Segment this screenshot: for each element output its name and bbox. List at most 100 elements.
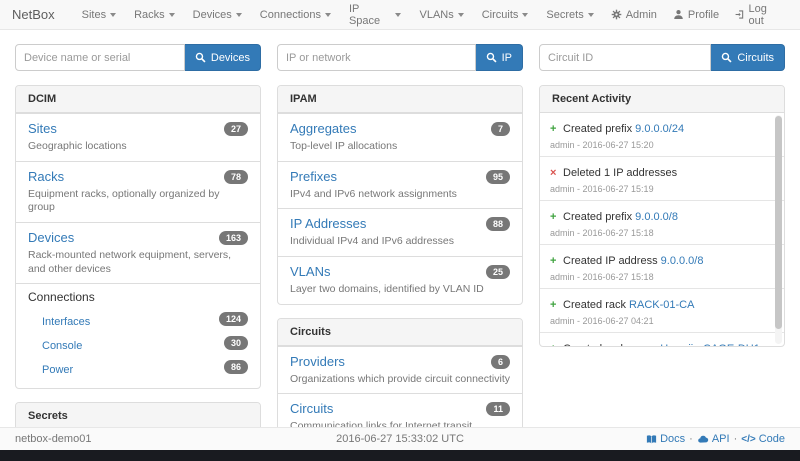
device-search-button[interactable]: Devices [184,44,261,71]
user-icon [674,10,683,19]
top-navbar: NetBox Sites Racks Devices Connections I… [0,0,800,30]
sites-link[interactable]: Sites [28,121,57,136]
activity-meta: admin - 2016-06-27 15:18 [550,272,654,282]
search-icon [486,52,497,63]
ip-search-group: IP [277,44,523,71]
item-description: Rack-mounted network equipment, servers,… [28,248,232,275]
connections-label: Connections [28,290,95,305]
activity-scrollbar[interactable] [775,115,782,344]
list-item: 163 Devices Rack-mounted network equipme… [16,221,260,283]
column-dcim: DCIM 27 Sites Geographic locations 78 Ra… [15,85,261,461]
activity-row: + Created prefix 9.0.0.0/24 admin - 2016-… [540,113,784,156]
brand-logo[interactable]: NetBox [12,7,55,22]
panel-title: Recent Activity [540,86,784,113]
circuit-search-input[interactable] [539,44,712,71]
chevron-down-icon [110,12,117,17]
docs-link[interactable]: Docs [646,433,685,445]
count-badge: 25 [485,264,510,279]
list-item: 95 Prefixes IPv4 and IPv6 network assign… [278,160,522,209]
scrollbar-thumb[interactable] [775,116,782,329]
device-search-input[interactable] [15,44,185,71]
aggregates-link[interactable]: Aggregates [290,121,357,136]
admin-link[interactable]: Admin [611,9,657,21]
panel-title: DCIM [16,86,260,113]
delete-icon: × [550,167,557,179]
prefixes-link[interactable]: Prefixes [290,168,337,184]
device-search-group: Devices [15,44,261,71]
plus-icon: + [550,299,557,311]
count-badge: 86 [223,360,248,375]
search-icon [195,52,206,63]
activity-action: Created rack [563,299,626,311]
interfaces-link[interactable]: Interfaces [42,316,91,329]
racks-link[interactable]: Racks [28,168,65,184]
server-time-label: 2016-06-27 15:33:02 UTC [336,433,464,445]
chevron-down-icon [457,12,464,17]
panel-title: IPAM [278,86,522,113]
ip-search-input[interactable] [277,44,476,71]
nav-ip-space[interactable]: IP Space [349,3,402,27]
activity-action: Created IP address [563,255,658,267]
list-item: 25 VLANs Layer two domains, identified b… [278,255,522,304]
nav-connections[interactable]: Connections [260,9,331,21]
circuits-link[interactable]: Circuits [290,401,334,417]
console-link[interactable]: Console [42,340,83,353]
list-item: 7 Aggregates Top-level IP allocations [278,113,522,161]
book-icon [646,434,657,443]
nav-devices[interactable]: Devices [193,9,242,21]
activity-object-link[interactable]: Hawaii - CAGE-DH1-01 [550,343,763,346]
bottom-bar [0,450,800,461]
activity-action: Deleted 1 IP addresses [563,167,678,179]
connections-block: Connections 124 Interfaces 30 Console 86… [16,283,260,388]
activity-object-link[interactable]: 9.0.0.0/8 [660,255,704,267]
providers-link[interactable]: Providers [290,353,345,369]
item-description: Layer two domains, identified by VLAN ID [290,282,484,295]
nav-vlans[interactable]: VLANs [419,9,464,21]
item-description: Organizations which provide circuit conn… [290,372,511,385]
count-badge: 7 [490,122,510,136]
activity-object-link[interactable]: RACK-01-CA [629,299,695,311]
profile-link[interactable]: Profile [673,9,719,21]
ip-addresses-link[interactable]: IP Addresses [290,216,367,232]
count-badge: 11 [486,402,510,417]
logout-link[interactable]: Log out [735,3,780,27]
chevron-down-icon [395,12,402,17]
count-badge: 30 [223,336,248,351]
nav-secrets[interactable]: Secrets [546,9,594,21]
separator: · [689,433,693,445]
panel-ipam: IPAM 7 Aggregates Top-level IP allocatio… [277,85,523,305]
nav-sites[interactable]: Sites [82,9,117,21]
devices-link[interactable]: Devices [28,229,75,245]
activity-object-link[interactable]: 9.0.0.0/8 [635,211,678,223]
item-description: IPv4 and IPv6 network assignments [290,187,457,200]
count-badge: 78 [223,169,248,184]
activity-object-link[interactable]: 9.0.0.0/24 [635,123,685,135]
api-link[interactable]: API [697,433,730,445]
activity-meta: admin - 2016-06-27 15:20 [550,140,654,150]
activity-row: × Deleted 1 IP addresses admin - 2016-06-… [540,156,784,200]
list-item: 86 Power [28,357,248,381]
activity-action: Created rack group [563,343,657,346]
count-badge: 6 [490,354,510,369]
power-link[interactable]: Power [42,364,74,377]
activity-action: Created prefix [563,123,633,135]
plus-icon: + [550,123,557,135]
cloud-icon [698,435,709,443]
vlans-link[interactable]: VLANs [290,263,331,279]
item-description: Individual IPv4 and IPv6 addresses [290,235,455,248]
code-link[interactable]: </> Code [741,433,785,445]
ip-search-button[interactable]: IP [475,44,523,71]
list-item: 88 IP Addresses Individual IPv4 and IPv6… [278,208,522,256]
circuit-search-button[interactable]: Circuits [711,44,785,71]
list-item: 78 Racks Equipment racks, optionally org… [16,160,260,222]
chevron-down-icon [587,12,594,17]
global-search-row: Devices IP Circuits [0,30,800,75]
gear-icon [611,9,622,20]
chevron-down-icon [522,12,529,17]
nav-racks[interactable]: Racks [134,9,175,21]
activity-row: + Created IP address 9.0.0.0/8 admin - 20… [540,244,784,288]
count-badge: 88 [485,217,510,232]
code-icon: </> [741,433,756,445]
nav-circuits[interactable]: Circuits [482,9,529,21]
list-item: 30 Console [28,333,248,357]
